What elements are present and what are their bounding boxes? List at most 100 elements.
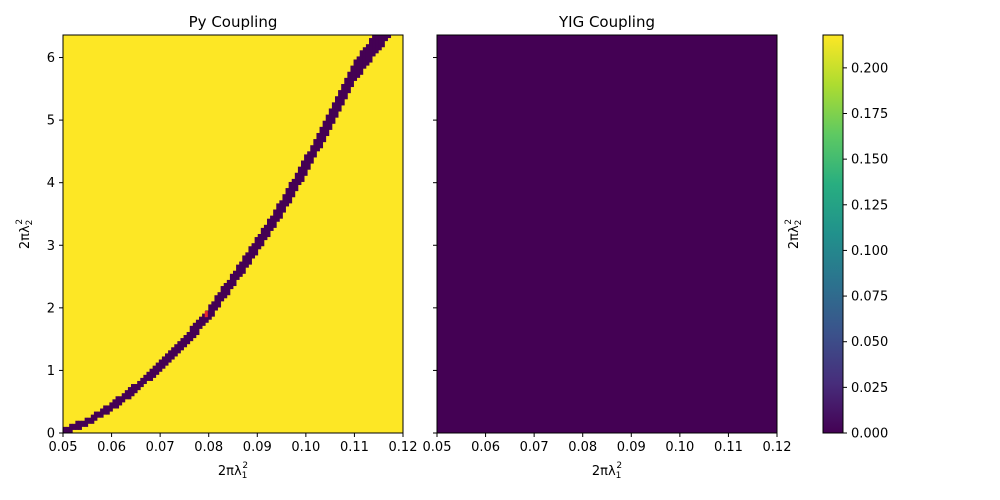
colorbar-tick-label: 0.050: [851, 335, 888, 350]
py-band-cell: [270, 215, 274, 231]
py-band-cell: [338, 90, 342, 112]
py-band-cell: [347, 71, 351, 94]
yig-x-tick-label: 0.06: [471, 440, 500, 455]
py-x-tick-label: 0.08: [194, 440, 223, 455]
py-band-cell: [217, 292, 222, 308]
py-band-cell: [384, 35, 388, 42]
py-band-cell: [183, 335, 188, 348]
py-band-cell: [112, 399, 116, 409]
py-band-cell: [365, 44, 370, 66]
py-band-cell: [100, 408, 104, 418]
py-band-cell: [335, 96, 339, 118]
py-band-cell: [387, 35, 392, 39]
py-band-cell: [378, 35, 382, 51]
py-x-axis-label: 2πλ12: [218, 461, 248, 481]
py-band-cell: [84, 417, 89, 427]
py-band-cell: [239, 261, 243, 277]
py-band-cell: [301, 160, 305, 182]
py-band-cell: [316, 132, 320, 152]
py-y-ticks: 0 1 2 3 4 5 6: [47, 51, 63, 442]
colorbar-label: 2πλ22: [784, 219, 804, 249]
py-band-cell: [359, 50, 364, 75]
py-band-cell: [168, 350, 172, 363]
py-x-tick-label: 0.11: [340, 440, 369, 455]
py-band-cell: [177, 341, 181, 354]
py-band-cell: [180, 338, 184, 351]
py-band-cell: [143, 374, 147, 385]
py-band-cell: [161, 356, 166, 369]
yig-axes-frame: [436, 34, 778, 434]
py-band-cell: [331, 102, 336, 124]
py-y-tick-label: 4: [47, 176, 55, 191]
py-band-cell: [66, 426, 70, 433]
yig-x-label-base: 2πλ: [592, 464, 616, 479]
py-band-cell: [202, 313, 206, 326]
yig-heatmap-background: [437, 35, 777, 433]
py-x-label-sub: 1: [242, 471, 248, 481]
yig-coupling-panel: YIG Coupling 0.05 0.06 0.07 0.08 0.09 0.10 0.1…: [423, 13, 792, 481]
py-band-cell: [294, 172, 299, 192]
py-band-cell: [152, 365, 157, 378]
py-band-cell: [242, 255, 246, 274]
py-band-cell: [165, 353, 169, 366]
py-band-cell: [282, 194, 286, 213]
py-band-cell: [251, 243, 256, 259]
py-band-cell: [381, 35, 385, 48]
py-band-cell: [276, 203, 280, 222]
py-band-cell: [75, 420, 79, 430]
py-band-cell: [195, 319, 200, 336]
py-band-cell: [279, 200, 283, 219]
py-band-cell: [81, 420, 86, 427]
py-band-cell: [257, 234, 262, 250]
py-x-ticks: 0.05 0.06 0.07 0.08 0.09 0.10 0.11 0.12: [49, 433, 418, 455]
py-axes-frame: [62, 34, 404, 434]
py-band-cell: [174, 344, 178, 357]
py-band-cell: [118, 396, 123, 406]
py-band-cell: [103, 405, 107, 415]
py-band-cell: [127, 387, 132, 400]
py-y-axis-label: 2πλ22: [15, 219, 35, 249]
py-y-label-base: 2πλ: [18, 225, 33, 249]
py-band-cell: [372, 35, 376, 57]
yig-x-tick-label: 0.12: [763, 440, 792, 455]
py-x-tick-label: 0.07: [146, 440, 175, 455]
yig-x-label-sub: 1: [616, 471, 622, 481]
py-y-tick-label: 5: [47, 114, 55, 129]
py-x-tick-label: 0.12: [389, 440, 418, 455]
py-band-cell: [208, 304, 212, 320]
py-band-cell: [307, 151, 311, 170]
py-band-cell: [304, 154, 308, 176]
py-band-cell: [97, 411, 101, 418]
py-band-cell: [155, 362, 160, 375]
py-y-tick-label: 2: [47, 301, 55, 316]
py-band-cell: [171, 347, 175, 360]
py-y-label-sup: 2: [15, 219, 25, 225]
py-band-cell: [369, 38, 373, 63]
colorbar-label-base: 2πλ: [787, 225, 802, 249]
colorbar-gradient: [823, 35, 843, 433]
py-band-cell: [328, 108, 333, 130]
yig-x-tick-label: 0.07: [520, 440, 549, 455]
yig-coupling-title: YIG Coupling: [558, 13, 655, 31]
py-band-cell: [319, 126, 324, 149]
yig-x-axis-label: 2πλ12: [592, 461, 622, 481]
py-heatmap-background: [63, 35, 403, 433]
py-band-cell: [186, 331, 191, 345]
py-band-cell: [254, 237, 259, 256]
py-band-cell: [121, 393, 126, 403]
py-band-cell: [350, 65, 354, 88]
py-band-cell: [131, 384, 135, 397]
py-band-cell: [90, 414, 95, 424]
py-band-cell: [236, 264, 240, 280]
py-band-cell: [106, 405, 110, 415]
py-band-cell: [124, 390, 129, 400]
py-band-cell: [341, 83, 345, 106]
py-band-cell: [375, 35, 379, 54]
py-band-cell: [63, 426, 67, 433]
colorbar-tick-label: 0.075: [851, 290, 888, 305]
py-band-cell: [325, 114, 330, 137]
colorbar: 0.000 0.025 0.050 0.075 0.100 0.125 0.150 0.175…: [784, 34, 888, 442]
py-band-cell: [72, 423, 76, 430]
py-band-cell: [263, 224, 268, 241]
